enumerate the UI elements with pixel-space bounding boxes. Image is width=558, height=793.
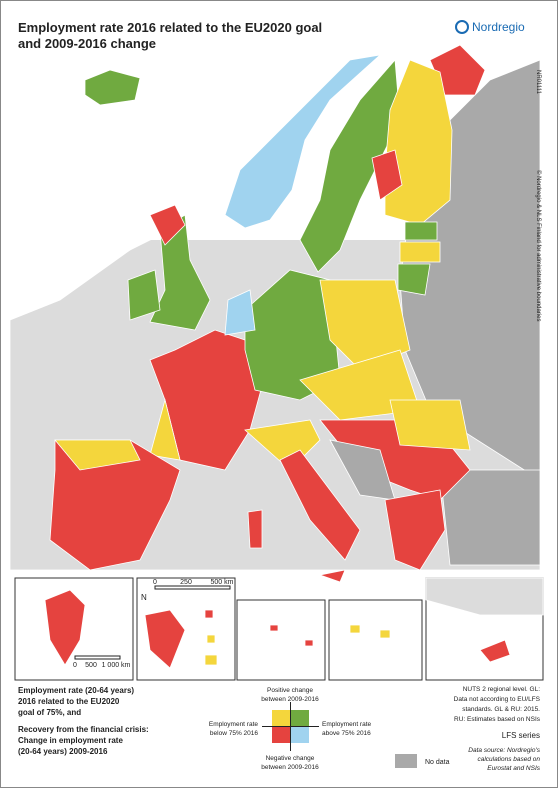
note: standards. GL & RU: 2015. (462, 706, 540, 713)
legend-swatch (291, 727, 309, 743)
map-id: NR01111 (535, 70, 541, 95)
legend-label: Positive change (267, 687, 313, 694)
europe-map (9, 39, 541, 583)
legend-heading: Employment rate (20-64 years) (18, 686, 134, 695)
legend-label: below 75% 2016 (210, 730, 258, 737)
scale-label: 0 (73, 662, 77, 669)
scale-label: 0 (153, 579, 157, 586)
legend-label: between 2009-2016 (261, 696, 319, 703)
legend-label: Employment rate (209, 721, 259, 728)
legend-swatch (395, 754, 417, 768)
legend-label: between 2009-2016 (261, 764, 319, 771)
copyright: © Nordregio & NLS Finland for administra… (535, 170, 542, 322)
legend-swatch (272, 727, 290, 743)
legend-swatch (291, 710, 309, 726)
source: Data source: Nordregio's (468, 747, 540, 754)
legend-heading: Recovery from the financial crisis: (18, 725, 149, 734)
legend-heading: Change in employment rate (18, 736, 123, 745)
legend-heading: (20-64 years) 2009-2016 (18, 747, 108, 756)
source: calculations based on (477, 756, 540, 763)
logo: Nordregio (472, 20, 525, 34)
note: Data not according to EU/LFS (454, 696, 541, 703)
legend-heading: goal of 75%, and (18, 708, 81, 717)
scale-label: 250 (180, 579, 192, 586)
title-line: Employment rate 2016 related to the EU20… (18, 20, 322, 35)
legend-swatch (272, 710, 290, 726)
legend-label: Negative change (266, 755, 315, 762)
insets (14, 577, 544, 681)
note: RU: Estimates based on NSIs (454, 716, 541, 723)
legend-heading: 2016 related to the EU2020 (18, 697, 120, 706)
note: NUTS 2 regional level. GL: (463, 686, 541, 693)
legend (262, 702, 417, 768)
legend-label: above 75% 2016 (322, 730, 371, 737)
scale-label: 500 (85, 662, 97, 669)
title: Employment rate 2016 related to the EU20… (18, 20, 322, 51)
north-label: N (141, 593, 147, 602)
source: Eurostat and NSIs (487, 765, 540, 772)
scale-bar: N 0 250 500 km 0 500 1 000 km (73, 579, 234, 669)
logo-icon (455, 20, 469, 34)
scale-label: 500 km (211, 579, 234, 586)
series-label: LFS series (502, 731, 540, 740)
legend-label: Employment rate (322, 721, 372, 728)
legend-label: No data (425, 759, 450, 766)
scale-label: 1 000 km (102, 662, 131, 669)
title-line: and 2009-2016 change (18, 36, 156, 51)
